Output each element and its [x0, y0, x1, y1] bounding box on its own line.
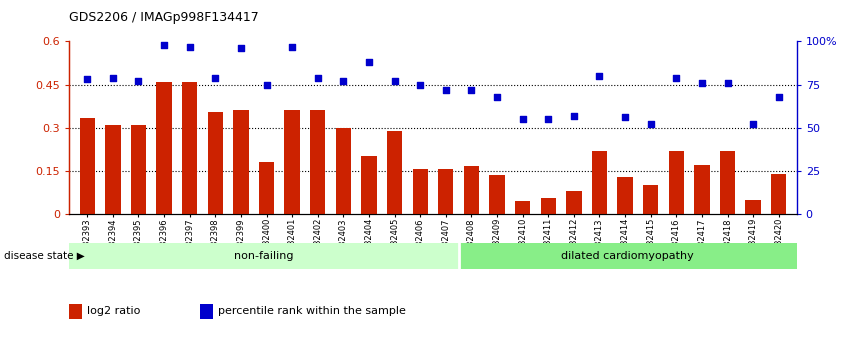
Bar — [105, 125, 120, 214]
Point — [746, 121, 760, 127]
Point — [516, 116, 530, 122]
Text: GDS2206 / IMAGp998F134417: GDS2206 / IMAGp998F134417 — [69, 11, 259, 24]
Point — [567, 113, 581, 118]
Bar — [208, 112, 223, 214]
Point — [464, 87, 478, 92]
Bar — [284, 110, 300, 214]
Point — [772, 94, 785, 99]
Point — [336, 78, 350, 84]
Bar — [591, 151, 607, 214]
Point — [285, 44, 299, 49]
Bar — [771, 174, 786, 214]
Point — [388, 78, 402, 84]
Point — [592, 73, 606, 79]
Bar — [69, 304, 82, 319]
Bar — [157, 82, 171, 214]
Bar — [643, 185, 658, 214]
Bar — [131, 125, 146, 214]
Text: non-failing: non-failing — [235, 251, 294, 261]
Bar — [617, 177, 633, 214]
Bar — [720, 151, 735, 214]
Bar — [463, 166, 479, 214]
Bar — [182, 82, 197, 214]
Point — [260, 82, 274, 87]
Bar — [515, 201, 530, 214]
Bar — [69, 243, 459, 269]
Point — [721, 80, 734, 86]
Point — [106, 75, 120, 80]
Point — [669, 75, 683, 80]
Bar — [540, 198, 556, 214]
Text: log2 ratio: log2 ratio — [87, 306, 141, 316]
Point — [490, 94, 504, 99]
Point — [413, 82, 427, 87]
Bar — [669, 151, 684, 214]
Bar — [566, 191, 582, 214]
Point — [643, 121, 657, 127]
Bar — [361, 156, 377, 214]
Point — [183, 44, 197, 49]
Point — [311, 75, 325, 80]
Text: disease state ▶: disease state ▶ — [4, 251, 85, 261]
Point — [132, 78, 145, 84]
Point — [439, 87, 453, 92]
Point — [541, 116, 555, 122]
Bar — [259, 162, 275, 214]
Bar — [200, 304, 213, 319]
Point — [81, 77, 94, 82]
Point — [209, 75, 223, 80]
Point — [695, 80, 709, 86]
Bar — [80, 118, 95, 214]
Bar — [336, 128, 351, 214]
Bar — [695, 165, 709, 214]
Text: percentile rank within the sample: percentile rank within the sample — [218, 306, 406, 316]
Bar — [310, 110, 326, 214]
Bar — [387, 130, 403, 214]
Bar — [746, 199, 761, 214]
Text: dilated cardiomyopathy: dilated cardiomyopathy — [561, 251, 695, 261]
Bar — [233, 110, 249, 214]
Point — [618, 115, 632, 120]
Point — [362, 59, 376, 65]
Bar — [489, 175, 505, 214]
Bar — [438, 169, 454, 214]
Point — [157, 42, 171, 48]
Bar — [412, 169, 428, 214]
Bar — [459, 243, 797, 269]
Point — [234, 46, 248, 51]
